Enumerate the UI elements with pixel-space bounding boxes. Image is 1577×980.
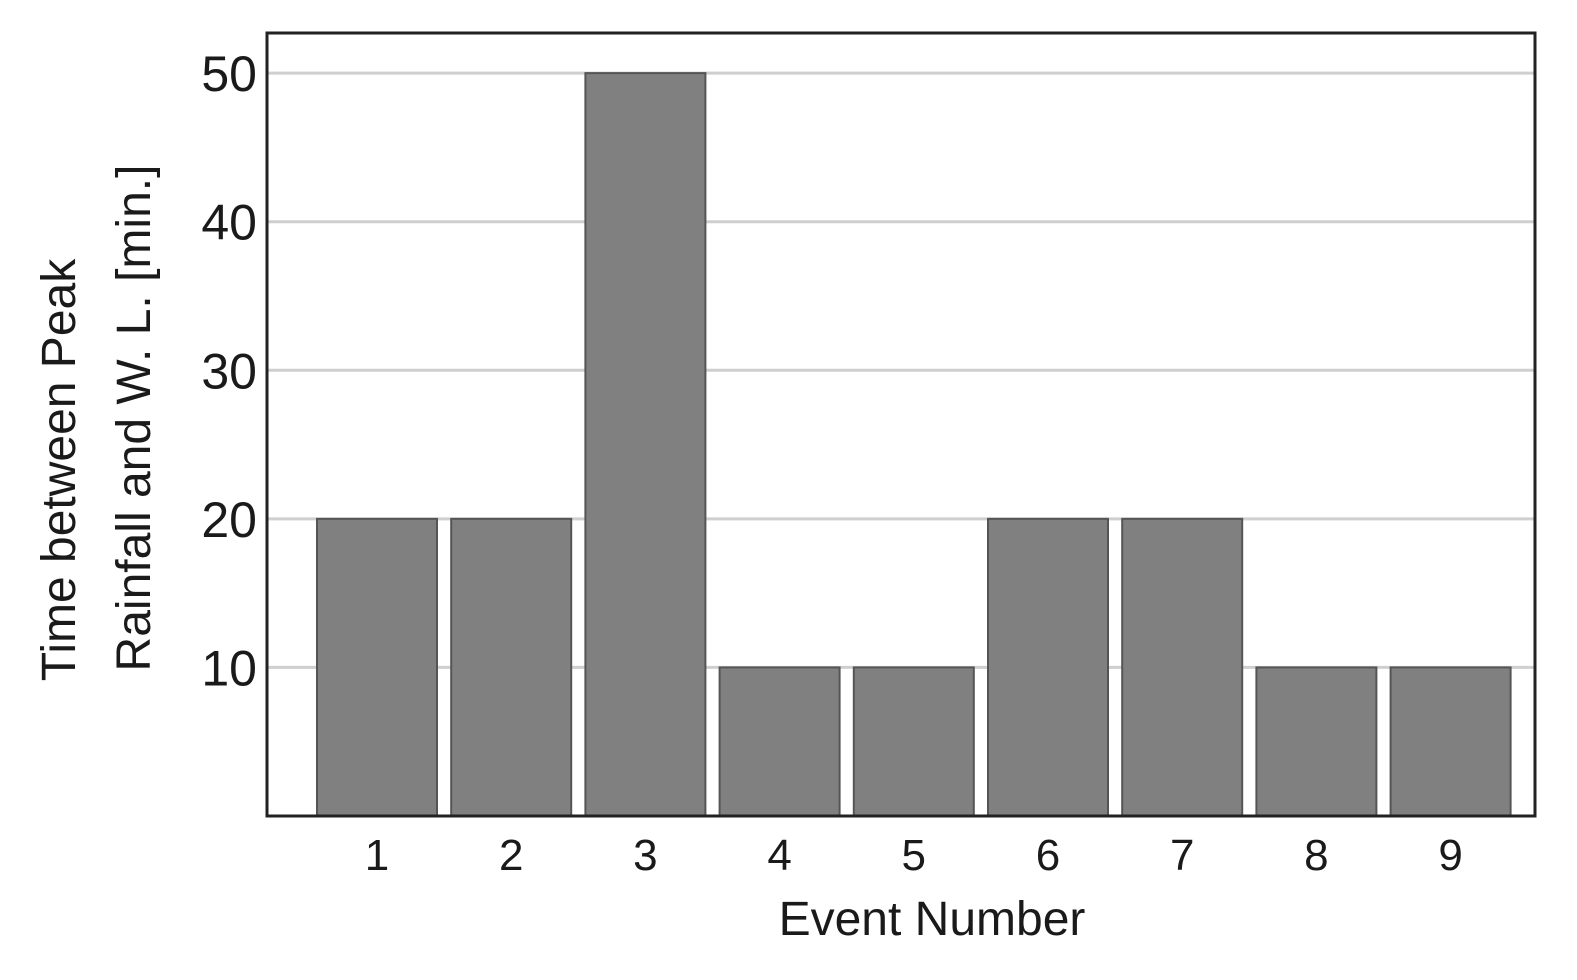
bars <box>316 72 1512 818</box>
bar-event-9 <box>1389 666 1512 817</box>
x-axis-title: Event Number <box>779 893 1086 946</box>
x-tick-label: 5 <box>902 831 926 880</box>
x-tick-label: 8 <box>1304 831 1328 880</box>
x-tick-label: 3 <box>633 831 657 880</box>
x-tick-label: 4 <box>767 831 791 880</box>
y-tick-label: 50 <box>201 46 257 102</box>
y-tick-label: 20 <box>201 492 257 548</box>
bar-event-6 <box>987 517 1109 817</box>
y-axis-title: Time between Peak Rainfall and W. L. [mi… <box>33 165 161 682</box>
x-tick-label: 6 <box>1036 831 1060 880</box>
y-tick-label: 30 <box>201 343 257 399</box>
y-tick-label: 40 <box>201 195 257 251</box>
x-tick-label: 7 <box>1170 831 1194 880</box>
y-tick-label: 10 <box>201 640 257 696</box>
bar-event-2 <box>450 517 573 817</box>
bar-event-1 <box>316 517 438 817</box>
y-axis-title-line-2: Rainfall and W. L. [min.] <box>108 165 161 672</box>
bar-event-4 <box>718 666 841 817</box>
plot-frame <box>265 31 1537 818</box>
bar-event-3 <box>584 72 707 818</box>
bar-event-5 <box>852 666 975 817</box>
x-tick-labels: 1 2 3 4 5 6 7 8 9 <box>365 831 1463 880</box>
x-tick-label: 2 <box>499 831 523 880</box>
x-tick-label: 1 <box>365 831 389 880</box>
bar-event-7 <box>1121 517 1244 817</box>
x-tick-label: 9 <box>1438 831 1462 880</box>
y-tick-labels: 10 20 30 40 50 <box>201 46 257 696</box>
bar-event-8 <box>1255 666 1378 817</box>
y-axis-title-line-1: Time between Peak <box>33 258 86 681</box>
